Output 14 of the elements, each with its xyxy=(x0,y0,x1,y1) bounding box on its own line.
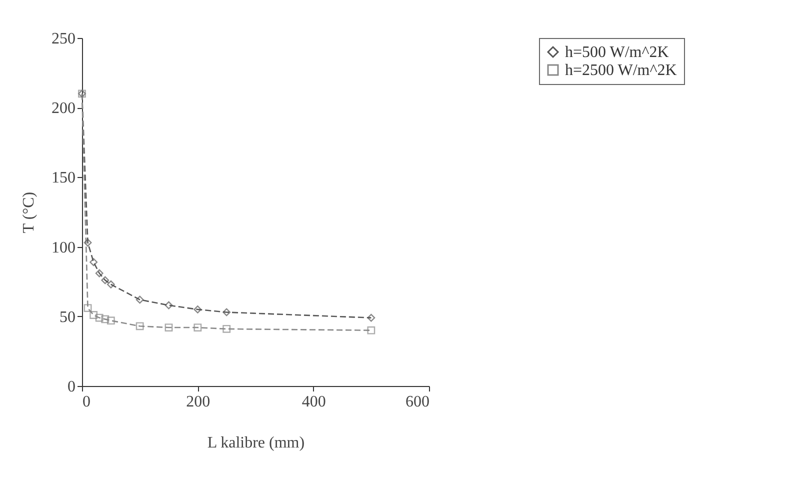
y-tick-label: 250 xyxy=(52,30,76,48)
y-tick-label: 100 xyxy=(52,239,76,256)
legend-label: h=2500 W/m^2K xyxy=(565,62,678,79)
x-tick-label: 0 xyxy=(82,394,90,410)
x-tick-label: 400 xyxy=(302,394,326,410)
y-tick-label: 50 xyxy=(60,308,76,326)
x-tick-label: 600 xyxy=(406,394,430,410)
y-tick-label: 0 xyxy=(68,378,76,396)
legend-label: h=500 W/m^2K xyxy=(565,44,670,61)
x-axis-title: L kalibre (mm) xyxy=(207,434,305,452)
y-tick-label: 200 xyxy=(52,100,76,118)
y-tick-label: 150 xyxy=(52,170,76,187)
y-axis-title: T (°C) xyxy=(20,192,38,234)
x-tick-label: 200 xyxy=(186,394,210,410)
